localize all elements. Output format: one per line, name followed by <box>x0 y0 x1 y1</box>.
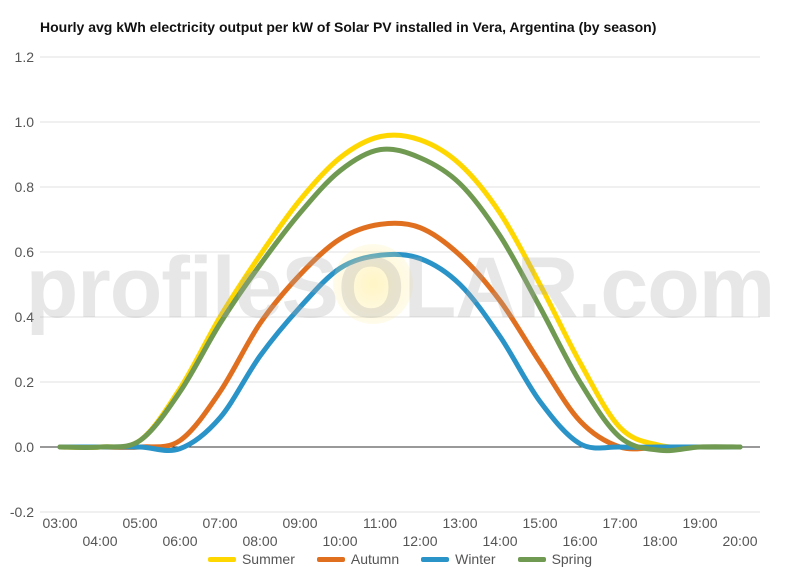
x-tick-label: 16:00 <box>562 533 597 549</box>
x-tick-label: 17:00 <box>602 515 637 531</box>
y-tick-label: 1.2 <box>15 49 35 65</box>
x-tick-label: 12:00 <box>402 533 437 549</box>
x-tick-label: 06:00 <box>162 533 197 549</box>
x-tick-label: 10:00 <box>322 533 357 549</box>
y-tick-label: 0.2 <box>15 374 35 390</box>
legend-label: Spring <box>551 551 593 567</box>
legend-item-autumn[interactable]: Autumn <box>316 549 400 569</box>
x-tick-label: 09:00 <box>282 515 317 531</box>
x-tick-label: 13:00 <box>442 515 477 531</box>
legend-label: Summer <box>241 551 295 567</box>
x-tick-label: 04:00 <box>82 533 117 549</box>
series-lines <box>57 132 743 454</box>
y-tick-label: 0.8 <box>15 179 35 195</box>
y-tick-label: 0.0 <box>15 439 35 455</box>
legend-swatch <box>316 556 345 562</box>
x-tick-label: 08:00 <box>242 533 277 549</box>
legend-item-winter[interactable]: Winter <box>421 549 496 569</box>
legend-label: Winter <box>455 551 496 567</box>
y-tick-label: -0.2 <box>10 504 34 520</box>
x-tick-label: 05:00 <box>122 515 157 531</box>
legend-swatch <box>421 556 450 562</box>
legend-label: Autumn <box>350 551 400 567</box>
series-line-summer <box>57 132 743 450</box>
legend-item-summer[interactable]: Summer <box>207 549 295 569</box>
legend-swatch <box>207 556 236 562</box>
x-axis: 03:00 05:00 07:00 09:00 11:00 13:00 15:00 17:00… <box>42 515 757 549</box>
y-axis: 1.2 1.0 0.8 0.6 0.4 0.2 0.0 -0.2 <box>10 49 34 520</box>
x-tick-label: 03:00 <box>42 515 77 531</box>
legend-item-spring[interactable]: Spring <box>517 549 593 569</box>
legend: Summer Autumn Winter Spring <box>0 549 800 569</box>
x-tick-label: 07:00 <box>202 515 237 531</box>
x-tick-label: 15:00 <box>522 515 557 531</box>
x-tick-label: 18:00 <box>642 533 677 549</box>
series-line-spring <box>57 146 743 454</box>
y-tick-label: 1.0 <box>15 114 35 130</box>
x-tick-label: 11:00 <box>363 515 397 531</box>
y-tick-label: 0.6 <box>15 244 35 260</box>
x-tick-label: 20:00 <box>722 533 757 549</box>
y-tick-label: 0.4 <box>15 309 35 325</box>
legend-swatch <box>517 556 546 562</box>
x-tick-label: 14:00 <box>482 533 517 549</box>
chart-title: Hourly avg kWh electricity output per kW… <box>40 19 657 35</box>
x-tick-label: 19:00 <box>682 515 717 531</box>
